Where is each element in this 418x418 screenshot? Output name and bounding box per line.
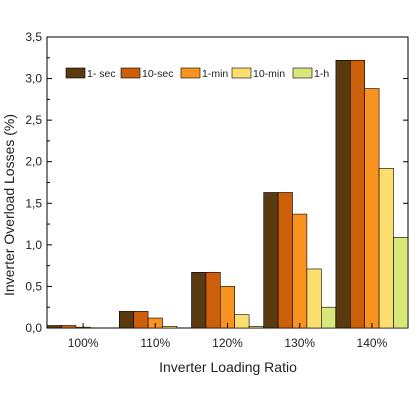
bar — [393, 237, 409, 329]
x-tick-label: 130% — [284, 336, 315, 350]
plot-area: 0,0 0,5 1,0 1,5 2,0 2,5 3,0 3,5 100% 110% 120% 130%… — [25, 30, 409, 350]
legend-label: 10-min — [253, 68, 285, 80]
x-axis-label: Inverter Loading Ratio — [159, 359, 297, 375]
bar — [162, 326, 178, 329]
y-tick-label: 1,5 — [25, 196, 42, 210]
bar — [378, 168, 394, 329]
bar — [191, 271, 207, 329]
bar — [277, 192, 293, 329]
bar — [306, 268, 322, 329]
bar — [205, 271, 221, 329]
bar — [320, 306, 336, 329]
y-tick-label: 0,0 — [25, 321, 42, 335]
x-tick-label: 100% — [68, 336, 99, 350]
bar — [220, 286, 236, 329]
y-tick-label: 2,0 — [25, 155, 42, 169]
bar — [335, 59, 351, 329]
bar — [133, 311, 149, 329]
x-tick-label: 110% — [140, 336, 170, 350]
bar — [61, 325, 77, 329]
bar — [349, 59, 365, 329]
bar — [234, 314, 250, 329]
legend-swatch — [65, 67, 86, 79]
y-tick-label: 0,5 — [25, 279, 42, 293]
bar — [292, 213, 308, 329]
bar — [364, 88, 380, 329]
x-tick-label: 120% — [212, 336, 243, 350]
y-tick-label: 3,0 — [25, 72, 42, 86]
y-tick-label: 1,0 — [25, 238, 42, 252]
legend-label: 1- sec — [87, 68, 116, 80]
legend-label: 1-min — [202, 68, 228, 80]
y-tick-label: 3,5 — [25, 30, 42, 44]
legend-swatch — [180, 67, 201, 79]
bar — [263, 192, 279, 329]
legend-label: 1-h — [314, 68, 329, 80]
bar — [248, 326, 264, 329]
y-tick-label: 2,5 — [25, 113, 42, 127]
y-axis-label: Inverter Overload Losses (%) — [1, 114, 17, 296]
legend-label: 10-sec — [142, 68, 174, 80]
bar — [119, 311, 135, 329]
legend-swatch — [120, 67, 141, 79]
legend-swatch — [231, 67, 252, 79]
legend-swatch — [292, 67, 313, 79]
bar — [46, 325, 62, 329]
x-tick-label: 140% — [357, 336, 388, 350]
